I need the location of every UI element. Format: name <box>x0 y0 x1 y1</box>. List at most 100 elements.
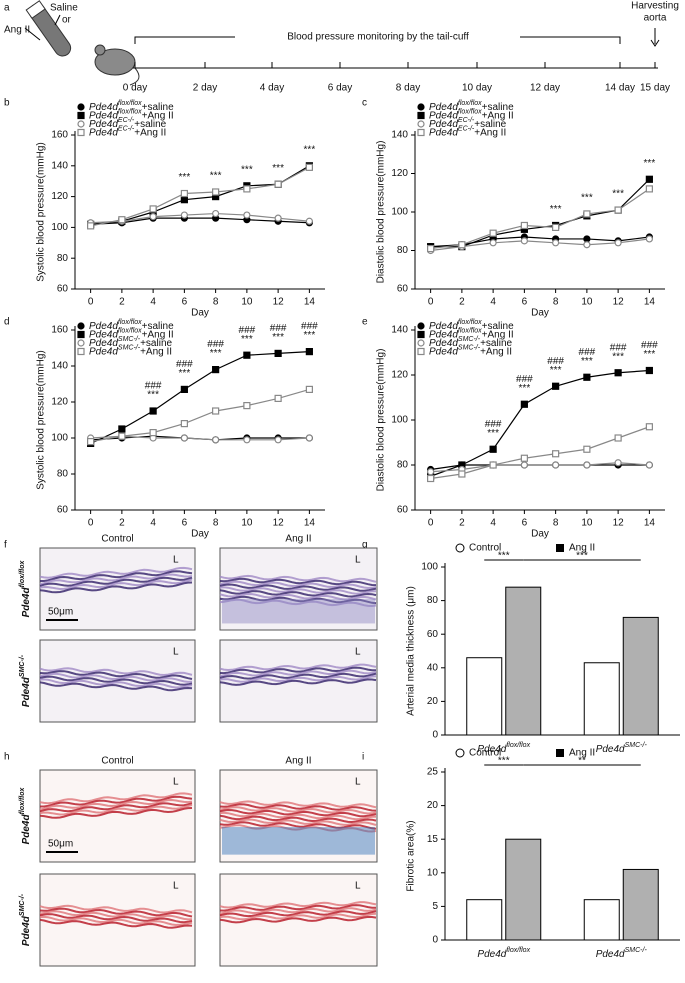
marker <box>243 351 251 359</box>
bar <box>583 899 620 941</box>
marker <box>427 468 435 476</box>
x-tick-label: 8 <box>213 518 219 529</box>
bar <box>505 586 542 736</box>
panel-letter: a <box>4 3 10 14</box>
y-tick-label: 100 <box>51 433 68 444</box>
mouse-ear <box>94 44 106 56</box>
significance: *** <box>487 428 499 439</box>
tissue-layer <box>39 675 193 686</box>
lumen-label: L <box>173 881 179 892</box>
bar <box>622 616 659 736</box>
column-label: Control <box>101 534 133 545</box>
marker <box>489 461 497 469</box>
marker <box>149 213 157 221</box>
y-tick-label: 120 <box>51 191 68 202</box>
tissue-layer <box>39 678 193 689</box>
row-label: Pde4dflox/flox <box>19 786 32 844</box>
day-label: 14 day <box>605 83 635 94</box>
stimulus-label: or <box>62 15 72 26</box>
x-tick-label: 10 <box>241 518 253 529</box>
significance: *** <box>210 171 222 182</box>
tissue-layer <box>219 821 377 830</box>
row-label: Pde4dSMC-/- <box>19 654 32 707</box>
x-tick-label: 8 <box>553 518 559 529</box>
legend-label: Pde4dEC-/-+Ang II <box>89 125 166 138</box>
significance: *** <box>550 365 562 376</box>
day-label: 15 day <box>640 83 670 94</box>
marker <box>243 211 251 219</box>
lumen-label: L <box>355 881 361 892</box>
marker <box>87 438 95 446</box>
harvest-label: Harvesting <box>631 1 679 12</box>
y-tick-label: 80 <box>57 253 69 264</box>
day-label: 6 day <box>328 83 352 94</box>
tissue-layer <box>219 595 377 605</box>
tissue-layer <box>219 808 377 818</box>
significance: *** <box>581 356 593 367</box>
marker <box>417 347 425 356</box>
y-tick-label: 20 <box>427 800 439 811</box>
series-line <box>90 166 310 227</box>
marker <box>458 470 466 478</box>
marker <box>614 434 622 442</box>
x-axis-label: Day <box>191 308 209 319</box>
tissue-layer <box>39 904 193 914</box>
x-tick-label: 4 <box>150 297 156 308</box>
harvest-label: aorta <box>644 13 667 24</box>
legend-label: Pde4dflox/flox+saline <box>429 319 514 332</box>
tissue-layer <box>40 570 193 582</box>
y-tick-label: 20 <box>427 696 439 707</box>
x-axis-label: Day <box>191 529 209 540</box>
series-line <box>90 217 310 225</box>
tissue-layer <box>219 675 377 683</box>
tissue-layer <box>219 800 377 809</box>
marker <box>77 339 85 347</box>
marker <box>489 445 497 453</box>
stimulus-label: Ang II <box>4 25 30 36</box>
marker <box>458 241 466 249</box>
significance: *** <box>498 756 510 767</box>
tissue-layer <box>39 910 193 921</box>
legend-label: Pde4dflox/flox+Ang II <box>89 327 174 340</box>
y-tick-label: 0 <box>432 935 438 946</box>
marker <box>274 349 282 357</box>
tissue-layer <box>219 580 377 590</box>
column-label: Control <box>101 756 133 767</box>
marker <box>305 434 313 442</box>
marker <box>645 423 653 431</box>
significance: ### <box>270 323 287 334</box>
y-axis-label: Diastolic blood pressure(mmHg) <box>376 349 387 492</box>
series-line <box>430 236 650 248</box>
marker <box>305 163 313 171</box>
x-tick-label: 2 <box>459 518 465 529</box>
tissue-layer <box>219 574 377 583</box>
y-axis-label: Diastolic blood pressure(mmHg) <box>376 141 387 284</box>
significance: ### <box>485 419 502 430</box>
significance: *** <box>519 383 531 394</box>
marker <box>243 436 251 444</box>
significance: *** <box>550 204 562 215</box>
series-line <box>90 212 310 224</box>
panel-letter: e <box>362 317 368 328</box>
legend-label: Pde4dflox/flox+Ang II <box>429 108 514 121</box>
x-tick-label: 4 <box>490 297 496 308</box>
legend-label: Pde4dflox/flox+Ang II <box>89 108 174 121</box>
x-tick-label: Pde4dflox/flox <box>477 947 530 960</box>
tissue-layer <box>39 566 193 579</box>
significance: ### <box>579 347 596 358</box>
panel-a: Saline or Ang II Blood pressure monitori… <box>4 0 679 86</box>
tissue-layer <box>39 667 193 677</box>
x-tick-label: 0 <box>88 297 94 308</box>
marker <box>552 450 560 458</box>
legend-label: Pde4dflox/flox+saline <box>429 100 514 113</box>
y-tick-label: 15 <box>427 834 439 845</box>
tissue-layer <box>219 586 377 595</box>
y-tick-label: 160 <box>51 325 68 336</box>
y-tick-label: 5 <box>432 901 438 912</box>
tissue-layer <box>219 901 377 909</box>
tissue-layer <box>39 918 193 929</box>
legend-label: Pde4dflox/flox+saline <box>89 100 174 113</box>
tissue-layer <box>39 913 193 924</box>
marker <box>614 459 622 467</box>
x-tick-label: 10 <box>241 297 253 308</box>
